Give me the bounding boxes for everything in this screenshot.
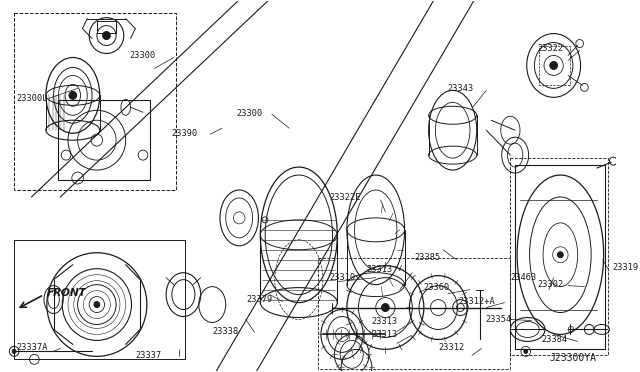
Text: 23312+A: 23312+A — [458, 297, 495, 306]
Text: 23313: 23313 — [371, 317, 397, 326]
Bar — [318, 258, 510, 369]
Text: 23360: 23360 — [424, 283, 450, 292]
Circle shape — [94, 302, 100, 308]
Text: 23337A: 23337A — [16, 343, 47, 352]
Bar — [14, 13, 176, 190]
Bar — [58, 100, 150, 180]
Text: 23354: 23354 — [485, 315, 511, 324]
Text: 23322E: 23322E — [330, 193, 361, 202]
Circle shape — [102, 32, 110, 39]
Text: 23319: 23319 — [612, 263, 639, 272]
Text: FRONT: FRONT — [47, 288, 86, 298]
Circle shape — [550, 61, 557, 70]
Circle shape — [557, 252, 563, 258]
Text: 23313: 23313 — [366, 265, 392, 274]
Text: 23312: 23312 — [438, 343, 465, 352]
Text: 23343: 23343 — [448, 84, 474, 93]
Text: 23379: 23379 — [246, 295, 272, 304]
Text: 23300: 23300 — [129, 51, 156, 60]
Text: 23313: 23313 — [371, 330, 397, 339]
Bar — [14, 240, 186, 359]
Text: 23322: 23322 — [538, 44, 564, 53]
Text: 23310: 23310 — [330, 273, 356, 282]
Circle shape — [69, 92, 77, 99]
Text: 23300: 23300 — [236, 109, 262, 118]
Bar — [540, 45, 570, 86]
Text: 23385: 23385 — [414, 253, 440, 262]
Circle shape — [524, 349, 528, 353]
Text: 23463: 23463 — [510, 273, 536, 282]
Text: 23390: 23390 — [172, 129, 198, 138]
Bar — [97, 20, 116, 33]
Text: J23300YA: J23300YA — [550, 353, 597, 363]
Text: 23384: 23384 — [541, 335, 568, 344]
Text: 23300L: 23300L — [16, 94, 47, 103]
Text: 23337: 23337 — [135, 351, 161, 360]
Circle shape — [12, 349, 16, 353]
Text: 23302: 23302 — [538, 280, 564, 289]
Bar — [510, 158, 609, 355]
Circle shape — [381, 304, 389, 311]
Text: 23338: 23338 — [212, 327, 239, 336]
